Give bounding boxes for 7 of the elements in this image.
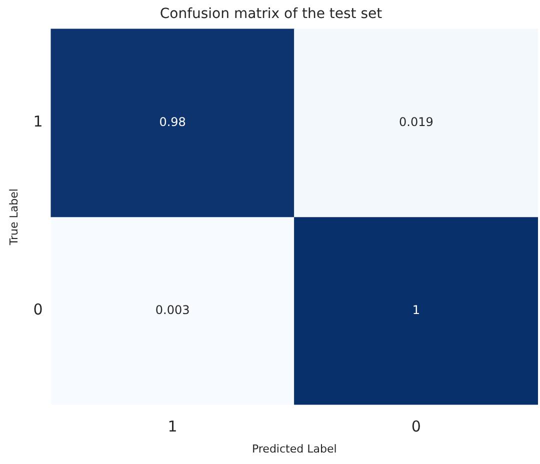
data-label: 1 bbox=[412, 302, 420, 317]
chart-title: Confusion matrix of the test set bbox=[160, 6, 383, 22]
data-label: 0.003 bbox=[155, 302, 190, 317]
y-axis-title: True Label bbox=[7, 188, 20, 246]
x-axis-title: Predicted Label bbox=[252, 442, 337, 456]
data-label: 0.019 bbox=[399, 114, 434, 129]
data-label: 0.98 bbox=[159, 114, 186, 129]
